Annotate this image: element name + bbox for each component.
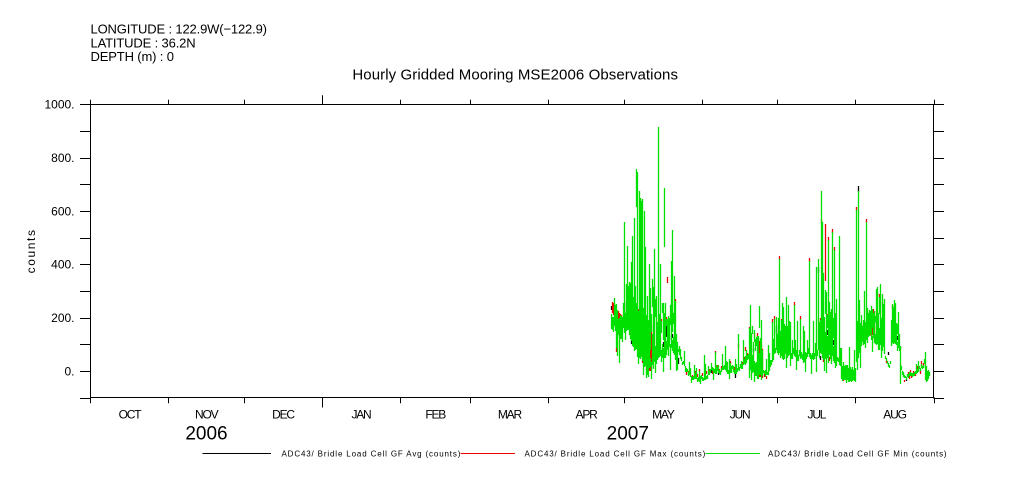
svg-text:ADC43/ Bridle Load Cell GF Min: ADC43/ Bridle Load Cell GF Min (counts) (768, 450, 947, 459)
svg-text:ADC43/ Bridle Load Cell GF Avg: ADC43/ Bridle Load Cell GF Avg (counts) (282, 450, 462, 459)
svg-text:2006: 2006 (185, 424, 227, 445)
svg-text:ADC43/ Bridle Load Cell GF Max: ADC43/ Bridle Load Cell GF Max (counts) (525, 450, 707, 459)
svg-text:400.: 400. (51, 258, 74, 272)
svg-text:2007: 2007 (607, 424, 649, 445)
svg-text:FEB: FEB (425, 408, 446, 422)
svg-text:JUL: JUL (808, 408, 827, 422)
svg-text:LONGITUDE : 122.9W(−122.9): LONGITUDE : 122.9W(−122.9) (91, 22, 267, 37)
svg-text:counts: counts (24, 228, 38, 273)
svg-text:0.: 0. (64, 365, 74, 379)
svg-text:JUN: JUN (730, 408, 750, 422)
svg-text:AUG: AUG (883, 408, 906, 422)
svg-text:OCT: OCT (119, 408, 143, 422)
svg-text:APR: APR (576, 408, 599, 422)
svg-text:DEPTH (m) : 0: DEPTH (m) : 0 (91, 49, 174, 64)
svg-text:800.: 800. (51, 151, 74, 165)
svg-text:1000.: 1000. (44, 98, 74, 112)
svg-text:MAY: MAY (652, 408, 675, 422)
svg-text:JAN: JAN (351, 408, 371, 422)
svg-text:NOV: NOV (195, 408, 219, 422)
svg-text:DEC: DEC (272, 408, 295, 422)
svg-text:LATITUDE : 36.2N: LATITUDE : 36.2N (91, 35, 196, 50)
svg-text:600.: 600. (51, 204, 74, 218)
svg-text:200.: 200. (51, 311, 74, 325)
svg-text:MAR: MAR (498, 408, 523, 422)
svg-text:Hourly Gridded Mooring MSE2006: Hourly Gridded Mooring MSE2006 Observati… (352, 66, 678, 83)
